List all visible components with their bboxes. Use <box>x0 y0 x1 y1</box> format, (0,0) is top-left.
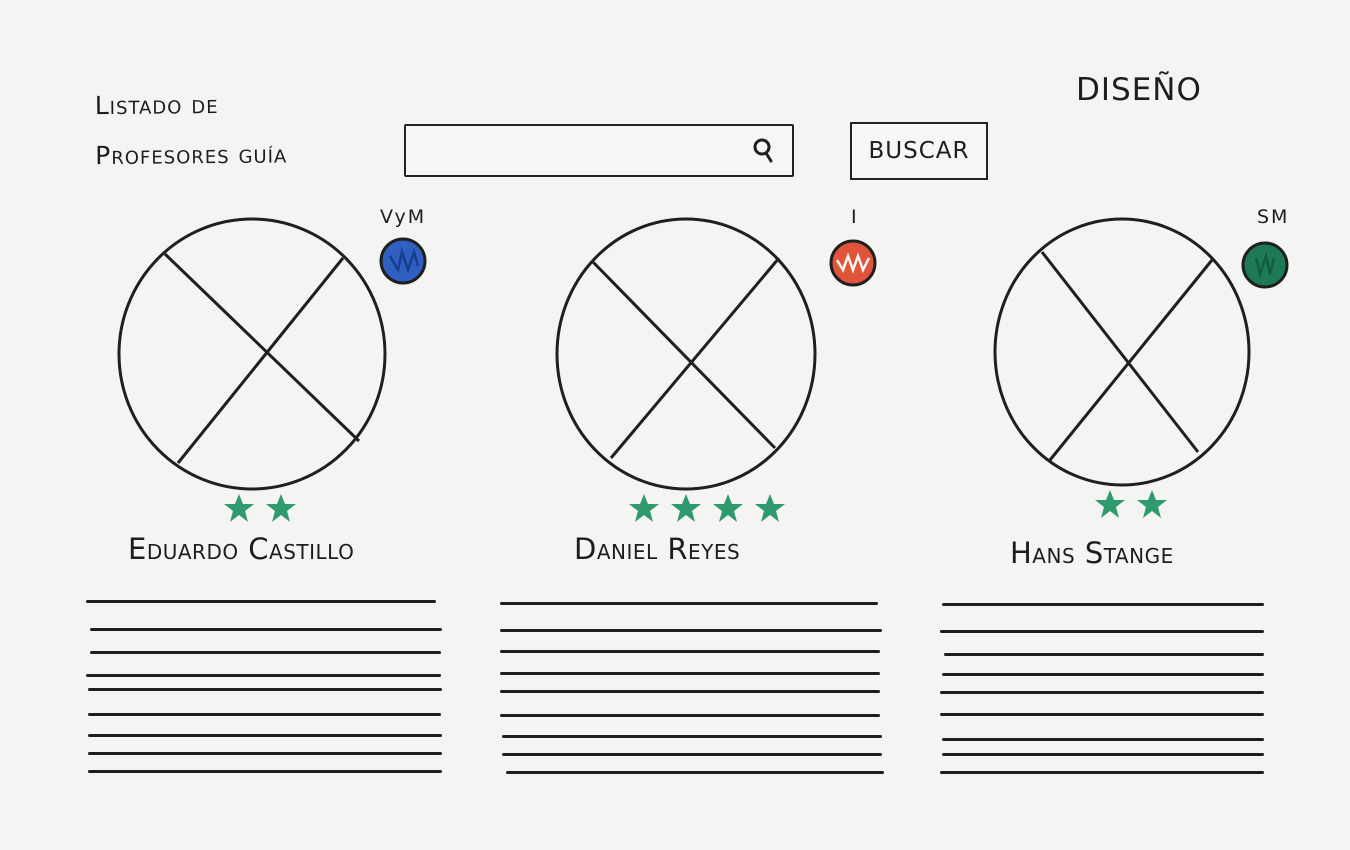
search-box[interactable] <box>404 124 794 177</box>
text-line <box>500 602 878 605</box>
image-placeholder-icon <box>117 217 387 491</box>
area-label: VyM <box>380 206 427 228</box>
text-line <box>942 753 1264 756</box>
professor-card[interactable]: VyM Eduardo Castillo <box>0 0 460 850</box>
text-line <box>500 629 882 632</box>
professor-name[interactable]: Hans Stange <box>1010 536 1174 570</box>
professor-card[interactable]: I Daniel Reyes <box>470 0 910 850</box>
text-line <box>502 735 882 738</box>
text-line <box>88 713 441 716</box>
rating-stars <box>1093 488 1169 520</box>
green-area-dot-icon <box>1241 241 1289 289</box>
text-line <box>500 650 880 653</box>
red-area-dot-icon <box>829 239 877 287</box>
text-line <box>940 771 1264 774</box>
star-icon <box>224 494 254 522</box>
text-line <box>940 713 1264 716</box>
rating-stars <box>627 492 787 524</box>
star-icon <box>1137 490 1167 518</box>
text-line <box>940 630 1264 633</box>
text-line <box>940 691 1264 694</box>
text-line <box>88 770 442 773</box>
text-line <box>86 674 441 677</box>
text-line <box>506 771 884 774</box>
text-line <box>942 603 1264 606</box>
star-icon <box>629 494 659 522</box>
text-line <box>942 738 1264 741</box>
text-line <box>86 600 436 603</box>
star-icon <box>266 494 296 522</box>
text-line <box>88 752 442 755</box>
star-icon <box>671 494 701 522</box>
text-line <box>500 690 880 693</box>
area-label: SM <box>1257 206 1290 228</box>
image-placeholder-icon <box>993 217 1251 487</box>
text-line <box>88 734 442 737</box>
star-icon <box>1095 490 1125 518</box>
professor-name[interactable]: Eduardo Castillo <box>128 532 355 566</box>
search-input[interactable] <box>414 133 738 169</box>
text-line <box>88 688 442 691</box>
text-line <box>500 714 880 717</box>
star-icon <box>755 494 785 522</box>
professor-name[interactable]: Daniel Reyes <box>574 532 741 566</box>
text-line <box>500 672 880 675</box>
rating-stars <box>222 492 298 524</box>
design-label: DISEÑO <box>1076 72 1202 108</box>
text-line <box>90 628 442 631</box>
image-placeholder-icon <box>555 217 817 491</box>
text-line <box>944 653 1264 656</box>
text-line <box>942 673 1264 676</box>
text-line <box>90 651 441 654</box>
star-icon <box>713 494 743 522</box>
search-icon[interactable] <box>750 136 776 164</box>
text-line <box>502 753 882 756</box>
blue-area-dot-icon <box>379 237 427 285</box>
professor-card[interactable]: SM Hans Stange <box>930 0 1330 850</box>
search-button[interactable]: BUSCAR <box>850 122 988 180</box>
area-label: I <box>851 206 859 228</box>
